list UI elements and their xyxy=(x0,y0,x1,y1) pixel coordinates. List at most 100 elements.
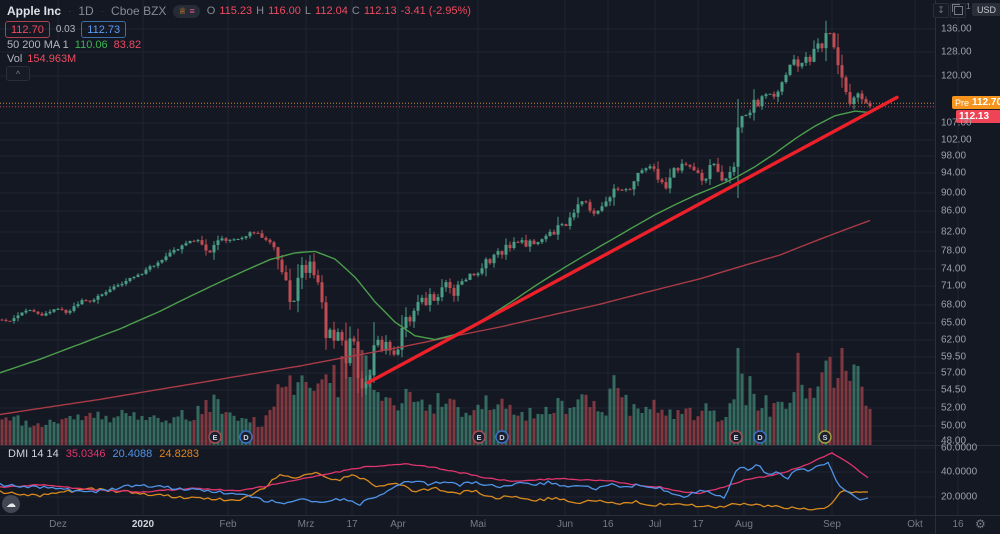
ohlc-readout: O 115.23 H 116.00 L 112.04 C 112.13 -3.41 (-… xyxy=(207,5,471,17)
maximize-icon xyxy=(951,4,963,15)
price-tick-label: 57.00 xyxy=(941,367,967,379)
symbol-name[interactable]: Apple Inc xyxy=(7,4,62,18)
premarket-label: Pre xyxy=(955,97,970,108)
time-tick-label: Mrz xyxy=(297,519,315,530)
cloud-icon: ☁ xyxy=(6,498,16,510)
scale-superscript: 1 xyxy=(966,2,971,11)
time-tick-label: Aug xyxy=(735,519,753,530)
gear-icon: ⚙ xyxy=(975,517,986,531)
svg-text:D: D xyxy=(243,433,249,442)
currency-badge[interactable]: USD xyxy=(972,3,1000,16)
timezone-settings-button[interactable]: ⚙ xyxy=(975,517,986,531)
time-tick-label: Dez xyxy=(49,519,67,530)
list-icon: ≡ xyxy=(189,6,195,16)
exchange-label[interactable]: Cboe BZX xyxy=(111,4,167,18)
dmi-plusdi-value: 20.4088 xyxy=(112,448,153,460)
scale-maximize-button[interactable] xyxy=(950,3,966,18)
premarket-price-badge[interactable]: Pre 112.70 xyxy=(952,96,1000,109)
price-tick-label: 20.0000 xyxy=(941,491,978,503)
price-tick-label: 136.00 xyxy=(941,23,972,35)
price-tick-label: 48.00 xyxy=(941,435,967,447)
svg-text:E: E xyxy=(476,433,481,442)
svg-text:D: D xyxy=(499,433,505,442)
download-arrow-icon: ↧ xyxy=(937,5,945,15)
low-label: L xyxy=(304,5,312,17)
open-label: O xyxy=(206,5,216,17)
price-tick-label: 65.00 xyxy=(941,317,967,329)
price-tick-label: 107.00 xyxy=(941,117,972,129)
time-tick-label: 16 xyxy=(952,519,964,530)
price-tick-label: 59.50 xyxy=(941,351,967,363)
price-tick-label: 71.00 xyxy=(941,280,967,292)
market-status-pill[interactable]: ♕ ≡ xyxy=(173,4,200,18)
separator-dot: · xyxy=(100,5,105,17)
svg-text:S: S xyxy=(822,433,827,442)
svg-text:D: D xyxy=(757,433,763,442)
interval-label[interactable]: 1D xyxy=(78,4,94,18)
ma200-value: 83.82 xyxy=(113,39,142,51)
dmi-indicator-legend[interactable]: DMI 14 14 35.0346 20.4088 24.8283 xyxy=(8,448,199,460)
spread-value: 0.03 xyxy=(55,24,76,35)
low-value: 112.04 xyxy=(315,5,348,17)
close-label: C xyxy=(351,5,360,17)
ma-legend-title: 50 200 MA 1 xyxy=(7,39,69,51)
time-tick-label: Apr xyxy=(390,519,406,530)
price-tick-label: 102.00 xyxy=(941,134,972,146)
price-tick-label: 120.00 xyxy=(941,70,972,82)
volume-legend-label: Vol xyxy=(7,53,23,65)
last-price-value: 112.13 xyxy=(959,111,990,122)
high-label: H xyxy=(256,5,265,17)
price-tick-label: 82.00 xyxy=(941,226,967,238)
bid-ask-row: 112.70 0.03 112.73 xyxy=(5,21,127,38)
time-tick-label: 2020 xyxy=(131,519,155,530)
volume-value: 154.963M xyxy=(27,53,77,65)
price-tick-label: 60.0000 xyxy=(941,442,978,454)
change-value: -3.41 (-2.95%) xyxy=(400,5,471,17)
ma50-value: 110.06 xyxy=(74,39,108,51)
price-tick-label: 98.00 xyxy=(941,150,967,162)
crown-icon: ♕ xyxy=(178,5,187,16)
price-tick-label: 54.50 xyxy=(941,384,967,396)
legend-collapse-button[interactable]: ^ xyxy=(6,66,30,81)
price-tick-label: 86.00 xyxy=(941,205,967,217)
volume-indicator-legend[interactable]: Vol 154.963M xyxy=(7,53,76,65)
price-tick-label: 68.00 xyxy=(941,299,967,311)
time-tick-label: Okt xyxy=(907,519,923,530)
price-tick-label: 74.00 xyxy=(941,263,967,275)
bid-price-button[interactable]: 112.70 xyxy=(5,21,50,38)
price-tick-label: 52.00 xyxy=(941,402,967,414)
dmi-legend-title: DMI 14 14 xyxy=(8,448,59,460)
time-tick-label: Mai xyxy=(469,519,487,530)
price-tick-label: 90.00 xyxy=(941,187,967,199)
ma-indicator-legend[interactable]: 50 200 MA 1 110.06 83.82 xyxy=(7,39,141,51)
high-value: 116.00 xyxy=(268,5,301,17)
separator-dot: · xyxy=(68,5,72,17)
dmi-adx-value: 35.0346 xyxy=(65,448,106,460)
time-tick-label: Feb xyxy=(219,519,237,530)
ask-price-button[interactable]: 112.73 xyxy=(81,21,127,38)
scale-download-button[interactable]: ↧ xyxy=(933,3,949,18)
time-tick-label: 16 xyxy=(602,519,614,530)
price-tick-label: 50.00 xyxy=(941,420,967,432)
price-tick-label: 40.0000 xyxy=(941,466,978,478)
price-tick-label: 128.00 xyxy=(941,46,972,58)
time-tick-label: Sep xyxy=(823,519,841,530)
last-price-badge[interactable]: 112.13 xyxy=(956,110,1000,123)
time-tick-label: 17 xyxy=(692,519,704,530)
time-tick-label: Jun xyxy=(556,519,574,530)
price-tick-label: 62.00 xyxy=(941,334,967,346)
svg-text:E: E xyxy=(212,433,217,442)
open-value: 115.23 xyxy=(219,5,253,17)
svg-text:E: E xyxy=(733,433,738,442)
dmi-minusdi-value: 24.8283 xyxy=(159,448,200,460)
price-tick-label: 94.00 xyxy=(941,167,967,179)
premarket-value: 112.70 xyxy=(972,97,1000,108)
price-tick-label: 78.00 xyxy=(941,245,967,257)
close-value: 112.13 xyxy=(363,5,397,17)
tradingview-logo[interactable]: ☁ xyxy=(2,495,20,513)
time-tick-label: 17 xyxy=(346,519,358,530)
time-tick-label: Jul xyxy=(648,519,662,530)
